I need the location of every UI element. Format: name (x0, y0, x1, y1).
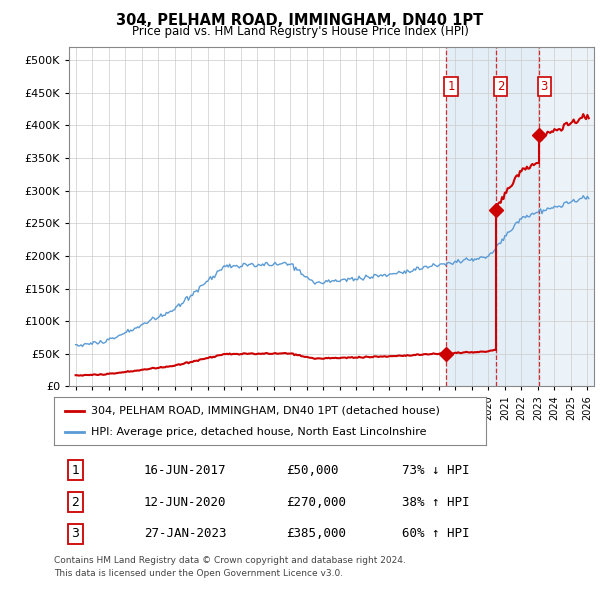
Text: 60% ↑ HPI: 60% ↑ HPI (403, 527, 470, 540)
Text: 2: 2 (71, 496, 79, 509)
Text: 16-JUN-2017: 16-JUN-2017 (144, 464, 226, 477)
Text: 73% ↓ HPI: 73% ↓ HPI (403, 464, 470, 477)
Bar (496, 47, 539, 386)
Text: Contains HM Land Registry data © Crown copyright and database right 2024.: Contains HM Land Registry data © Crown c… (54, 556, 406, 565)
Bar (446, 47, 496, 386)
Text: 3: 3 (541, 80, 548, 93)
Bar (539, 47, 596, 386)
Text: HPI: Average price, detached house, North East Lincolnshire: HPI: Average price, detached house, Nort… (91, 427, 426, 437)
Text: £385,000: £385,000 (286, 527, 346, 540)
Text: 3: 3 (71, 527, 79, 540)
Text: This data is licensed under the Open Government Licence v3.0.: This data is licensed under the Open Gov… (54, 569, 343, 578)
Text: 27-JAN-2023: 27-JAN-2023 (144, 527, 226, 540)
Text: £270,000: £270,000 (286, 496, 346, 509)
Text: £50,000: £50,000 (286, 464, 339, 477)
Text: 304, PELHAM ROAD, IMMINGHAM, DN40 1PT: 304, PELHAM ROAD, IMMINGHAM, DN40 1PT (116, 13, 484, 28)
Text: 38% ↑ HPI: 38% ↑ HPI (403, 496, 470, 509)
Text: 1: 1 (71, 464, 79, 477)
Text: 2: 2 (497, 80, 505, 93)
Text: Price paid vs. HM Land Registry's House Price Index (HPI): Price paid vs. HM Land Registry's House … (131, 25, 469, 38)
Text: 12-JUN-2020: 12-JUN-2020 (144, 496, 226, 509)
Text: 304, PELHAM ROAD, IMMINGHAM, DN40 1PT (detached house): 304, PELHAM ROAD, IMMINGHAM, DN40 1PT (d… (91, 405, 440, 415)
Text: 1: 1 (448, 80, 455, 93)
